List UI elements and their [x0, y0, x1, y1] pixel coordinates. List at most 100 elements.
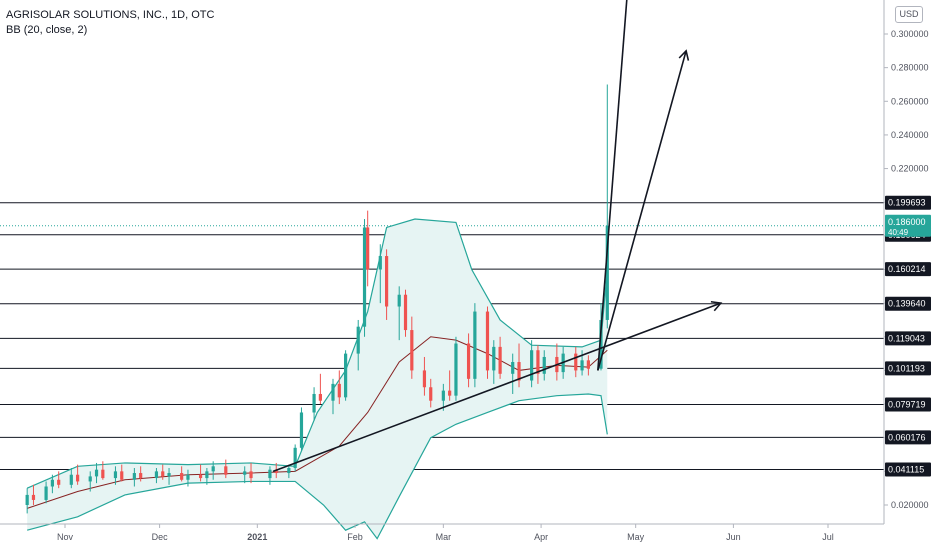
candle-body — [139, 473, 143, 479]
x-tick-label: May — [627, 532, 645, 542]
level-badge — [885, 361, 931, 376]
candle-body — [180, 473, 184, 480]
candle-body — [318, 393, 322, 401]
candle-body — [50, 479, 54, 487]
candle-body — [154, 471, 159, 479]
candle-body — [312, 393, 316, 413]
candle-body — [366, 227, 370, 270]
indicator-legend[interactable]: BB (20, close, 2) — [6, 24, 88, 36]
x-tick-label: 2021 — [247, 532, 267, 542]
candle-body — [422, 370, 427, 388]
y-axis: 0.300000 0.280000 0.260000 0.240000 0.220000… — [883, 0, 929, 524]
candle-body — [249, 471, 253, 479]
candle-body — [88, 476, 92, 482]
candle-body — [498, 346, 502, 374]
candle-body — [410, 330, 414, 371]
y-tick-label: 0.280000 — [891, 63, 929, 73]
level-badge-label: 0.060176 — [888, 432, 926, 442]
y-tick-label: 0.020000 — [891, 500, 929, 510]
candle-body — [586, 360, 590, 369]
candle-body — [287, 467, 291, 474]
candle-body — [492, 346, 496, 371]
projection-arrow — [597, 0, 628, 371]
level-badge-label: 0.139640 — [888, 299, 926, 309]
candle-body — [113, 471, 118, 479]
candle-body — [293, 447, 297, 468]
projection-arrowhead — [678, 49, 690, 61]
candle-body — [397, 294, 401, 307]
candle-body — [44, 486, 48, 500]
level-badge-label: 0.199693 — [888, 198, 926, 208]
candle-body — [454, 343, 458, 396]
level-badge-label: 0.041115 — [888, 464, 924, 474]
candle-body — [530, 350, 534, 381]
candle-body — [441, 390, 445, 401]
candle-body — [274, 469, 278, 474]
candle-body — [25, 494, 29, 505]
candle-body — [384, 256, 389, 307]
currency-button[interactable]: USD — [895, 6, 923, 23]
candle-body — [161, 471, 165, 477]
bollinger-upper-band — [26, 218, 608, 489]
level-badge — [885, 195, 931, 210]
candle-body — [167, 473, 171, 477]
y-tick-label: 0.260000 — [891, 96, 929, 106]
candle-body — [31, 494, 36, 500]
y-tick-label: 0.240000 — [891, 130, 929, 140]
trendline-arrowhead — [710, 300, 723, 312]
x-tick-label: Feb — [347, 532, 363, 542]
candle-body — [605, 225, 609, 320]
candle-body — [580, 360, 584, 371]
candle-body — [574, 353, 578, 371]
candle-body — [517, 362, 521, 381]
x-tick-label: Mar — [436, 532, 452, 542]
y-tick-label: 0.220000 — [891, 164, 929, 174]
bollinger-fill — [27, 219, 608, 539]
level-badge-label: 0.160214 — [888, 264, 926, 274]
level-badge — [885, 462, 931, 477]
trendline — [272, 302, 722, 473]
x-tick-label: Nov — [57, 532, 74, 542]
candle-body — [466, 343, 471, 379]
candle-body — [536, 350, 540, 374]
candle-body — [511, 362, 515, 374]
level-badge — [885, 262, 931, 277]
x-axis: Nov Dec 2021 Feb Mar Apr May Jun Jul — [0, 523, 884, 542]
price-badges: 0.1996930.1806240.1602140.1396400.119043… — [885, 195, 931, 477]
candle-body — [132, 473, 136, 480]
candle-body — [448, 390, 452, 396]
candle-body — [57, 479, 61, 485]
candle-body — [69, 474, 73, 485]
candle-body — [429, 387, 433, 401]
candle-body — [473, 311, 477, 379]
candle-body — [542, 356, 546, 374]
candle-body — [224, 466, 228, 475]
candle-body — [403, 294, 408, 331]
candle-body — [120, 471, 124, 480]
level-badge — [885, 397, 931, 412]
x-tick-label: Jun — [726, 532, 741, 542]
candle-body — [337, 383, 341, 398]
level-badge-label: 0.119043 — [888, 333, 925, 343]
candle-body — [268, 469, 272, 479]
candle-body — [243, 471, 247, 475]
candles — [25, 84, 609, 514]
candle-body — [362, 227, 367, 327]
candle-body — [378, 256, 382, 270]
countdown-label: 40:49 — [888, 228, 909, 237]
y-tick-label: 0.300000 — [891, 29, 929, 39]
candle-body — [76, 474, 80, 482]
drawings — [272, 0, 723, 473]
candle-body — [599, 319, 603, 369]
current-price-badge — [885, 214, 931, 237]
candle-body — [198, 474, 203, 479]
chart-title: AGRISOLAR SOLUTIONS, INC., 1D, OTC — [6, 9, 215, 21]
candle-body — [344, 353, 348, 398]
candle-body — [331, 383, 335, 401]
candle-body — [94, 469, 99, 477]
candle-body — [186, 474, 190, 480]
candle-body — [205, 471, 209, 479]
candle-body — [211, 466, 215, 472]
current-price-label: 0.186000 — [888, 217, 926, 227]
